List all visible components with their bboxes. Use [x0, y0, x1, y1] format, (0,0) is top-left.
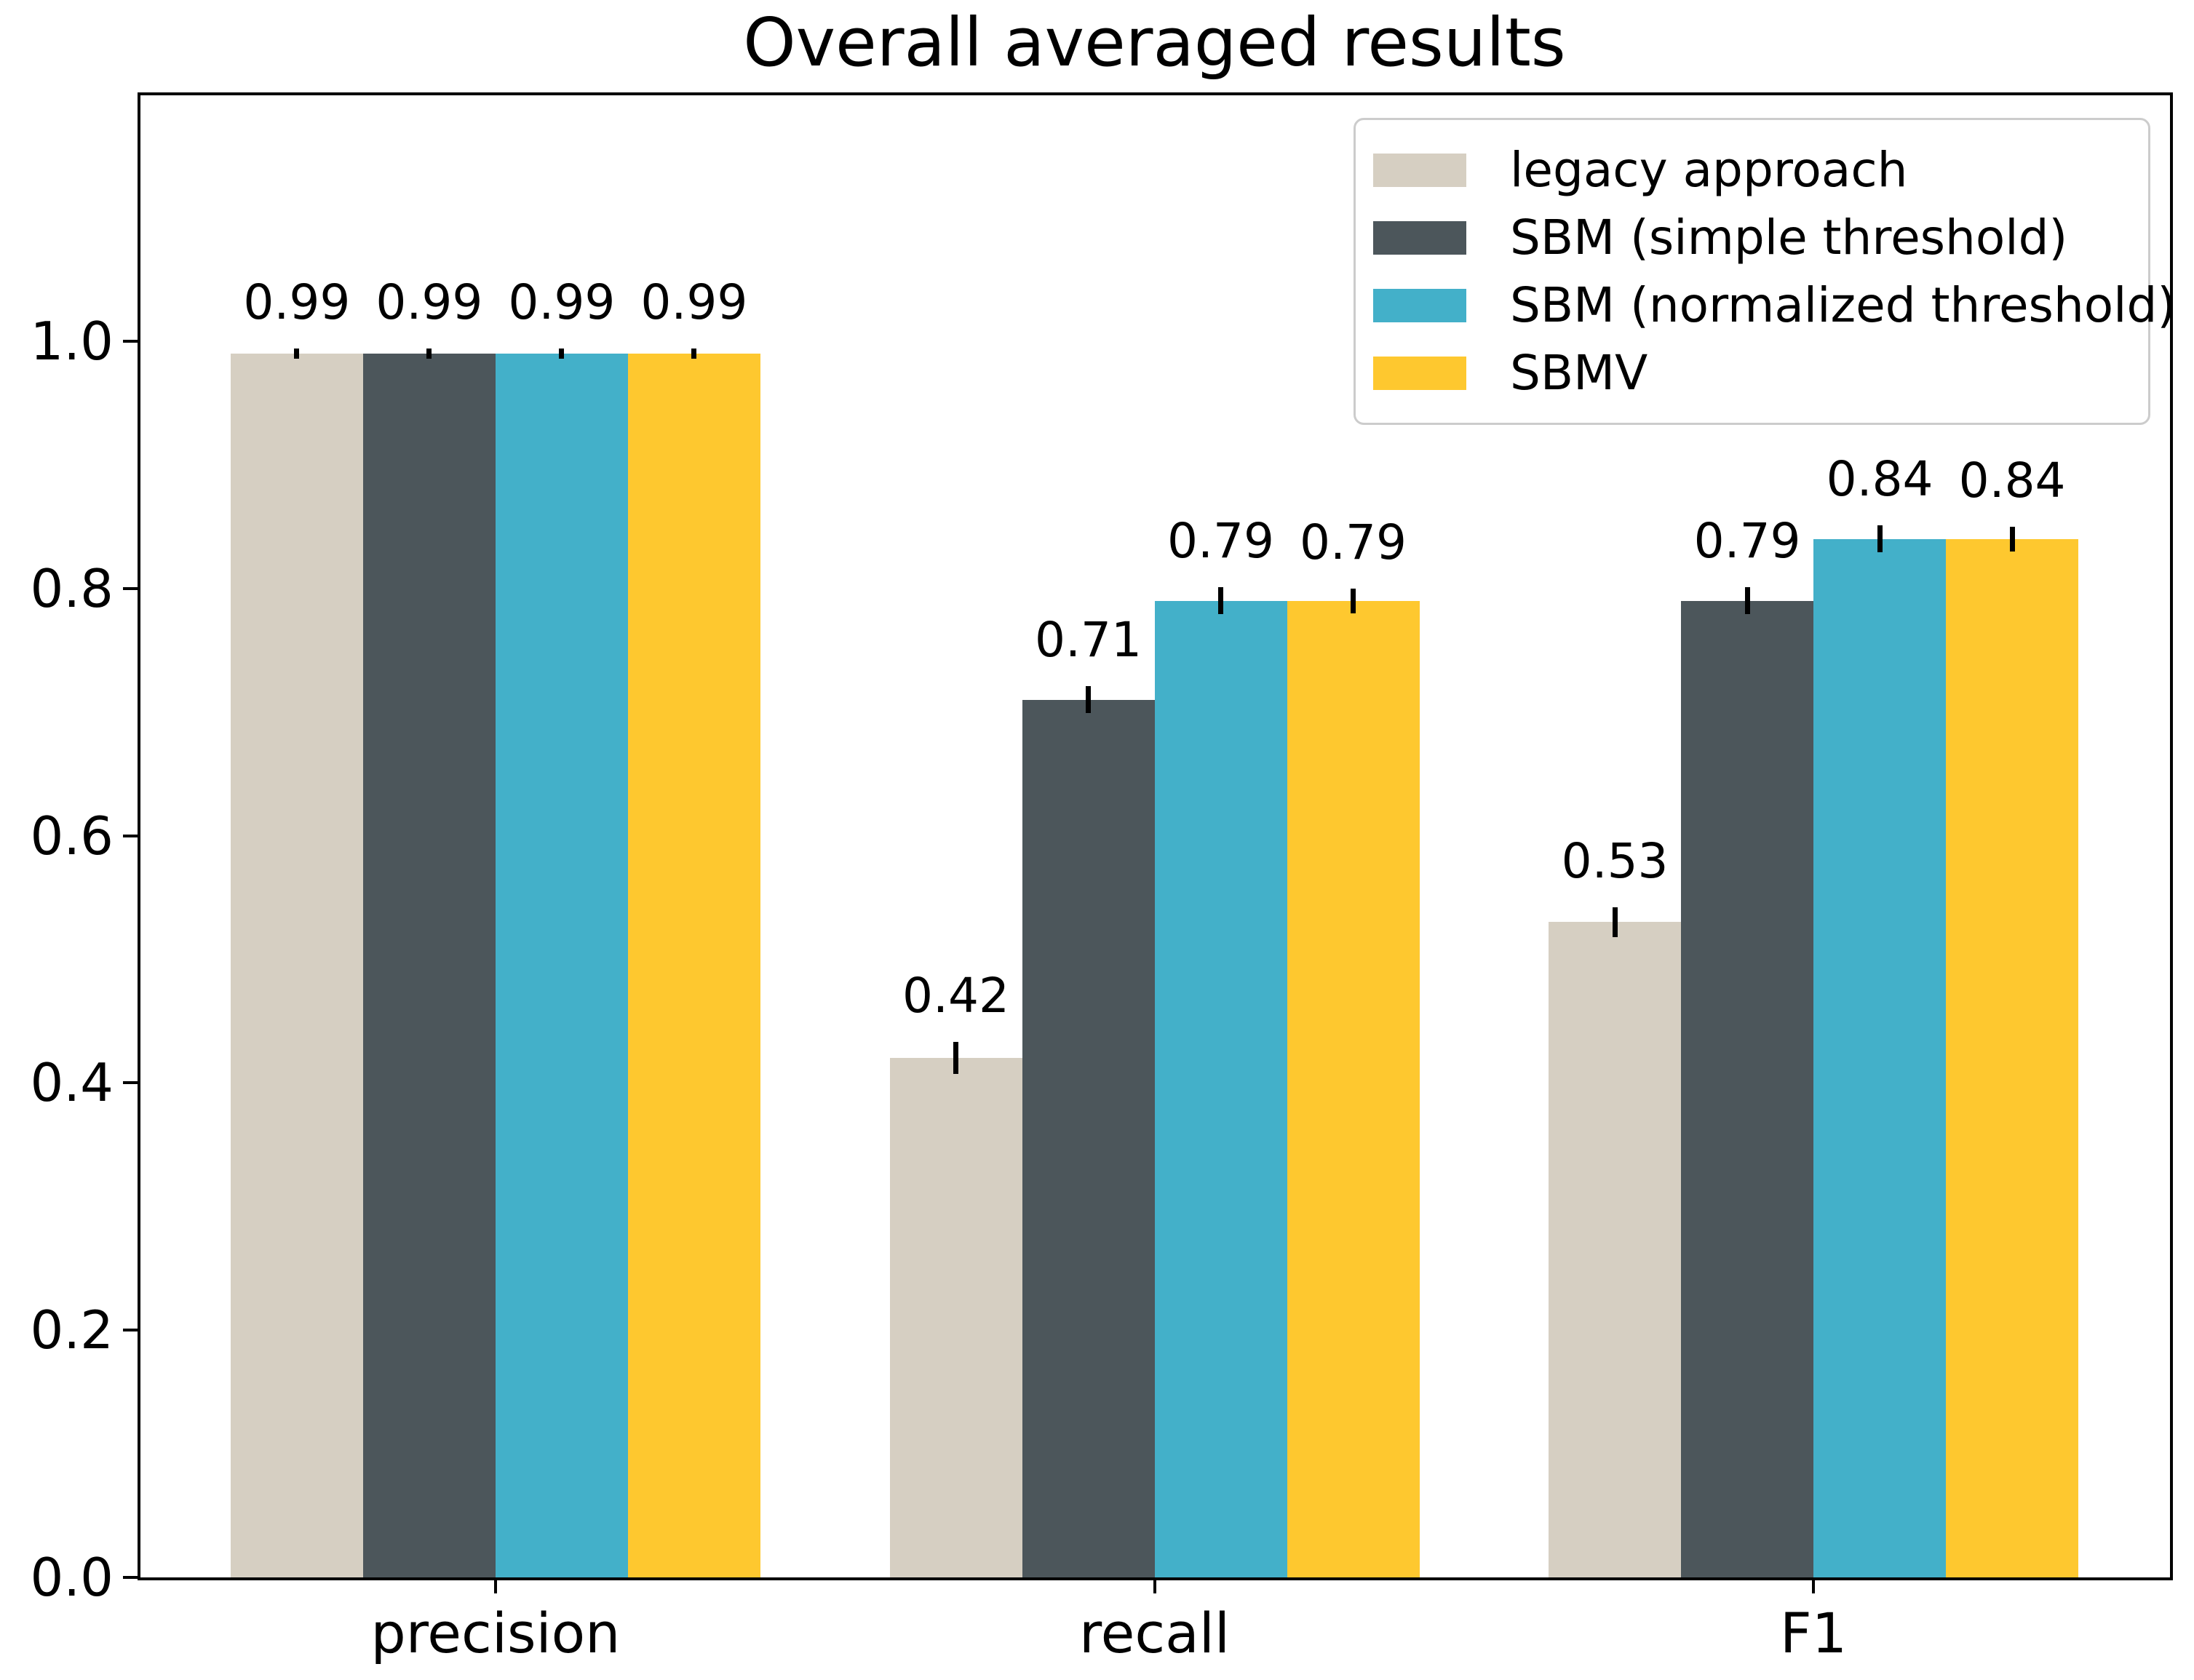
legend-swatch: [1373, 153, 1466, 187]
bar-value-label: 0.99: [508, 274, 616, 331]
bar-recall-2: [1022, 699, 1155, 1577]
y-tick-label: 0.8: [30, 557, 114, 619]
legend-label: SBM (normalized threshold): [1510, 276, 2177, 333]
legend-item: SBMV: [1373, 339, 2126, 407]
bar-precision-2: [362, 353, 496, 1577]
error-bar: [426, 349, 432, 359]
bar-recall-4: [1287, 600, 1420, 1577]
error-bar: [1744, 586, 1750, 615]
y-tick-mark: [123, 1576, 139, 1579]
bar-F1-1: [1549, 922, 1682, 1577]
y-tick-label: 0.4: [30, 1052, 114, 1114]
x-tick-mark: [1153, 1577, 1156, 1593]
y-tick-mark: [123, 834, 139, 837]
legend-label: SBM (simple threshold): [1510, 209, 2068, 266]
bar-value-label: 0.84: [1826, 451, 1933, 507]
bar-F1-4: [1946, 538, 2079, 1577]
x-tick-mark: [493, 1577, 497, 1593]
legend-label: SBMV: [1510, 344, 1648, 401]
error-bar: [1351, 588, 1356, 613]
legend: legacy approach SBM (simple threshold) SBM…: [1354, 118, 2176, 425]
error-bar: [1877, 525, 1883, 553]
legend-item: SBM (simple threshold): [1373, 204, 2126, 271]
bar-recall-1: [889, 1058, 1022, 1577]
bar-value-label: 0.99: [640, 274, 748, 331]
bar-value-label: 0.53: [1561, 833, 1669, 890]
error-bar: [559, 349, 565, 359]
bar-value-label: 0.71: [1035, 611, 1142, 668]
y-tick-label: 0.6: [30, 805, 114, 867]
bar-value-label: 0.84: [1958, 452, 2066, 509]
bar-value-label: 0.99: [375, 274, 483, 331]
y-tick-mark: [123, 1329, 139, 1332]
legend-item: legacy approach: [1373, 136, 2126, 204]
y-tick-mark: [123, 339, 139, 343]
y-tick-label: 1.0: [30, 310, 114, 372]
bar-value-label: 0.42: [902, 968, 1009, 1024]
error-bar: [294, 349, 300, 359]
bar-precision-3: [495, 353, 628, 1577]
error-bar: [2009, 526, 2015, 552]
bar-precision-1: [230, 353, 363, 1577]
error-bar: [691, 349, 697, 359]
bar-F1-3: [1813, 538, 1947, 1577]
x-tick-label-F1: F1: [1780, 1601, 1848, 1665]
error-bar: [1086, 685, 1091, 714]
chart-title: Overall averaged results: [743, 4, 1566, 81]
error-bar: [953, 1042, 958, 1075]
legend-swatch: [1373, 220, 1466, 255]
error-bar: [1612, 907, 1618, 937]
bar-value-label: 0.99: [243, 274, 351, 331]
bar-F1-2: [1681, 600, 1814, 1577]
y-tick-label: 0.2: [30, 1299, 114, 1361]
legend-swatch: [1373, 288, 1466, 322]
y-tick-mark: [123, 586, 139, 590]
bar-recall-3: [1154, 600, 1287, 1577]
bar-precision-4: [627, 353, 760, 1577]
x-tick-label-precision: precision: [370, 1601, 621, 1665]
bar-value-label: 0.79: [1693, 512, 1801, 569]
bar-value-label: 0.79: [1300, 514, 1407, 570]
x-tick-mark: [1812, 1577, 1816, 1593]
y-tick-label: 0.0: [30, 1547, 114, 1608]
bar-value-label: 0.79: [1167, 512, 1274, 569]
error-bar: [1218, 586, 1223, 615]
legend-item: SBM (normalized threshold): [1373, 271, 2176, 339]
x-tick-label-recall: recall: [1079, 1601, 1230, 1665]
legend-swatch: [1373, 356, 1466, 390]
legend-label: legacy approach: [1510, 141, 1908, 198]
y-tick-mark: [123, 1081, 139, 1085]
